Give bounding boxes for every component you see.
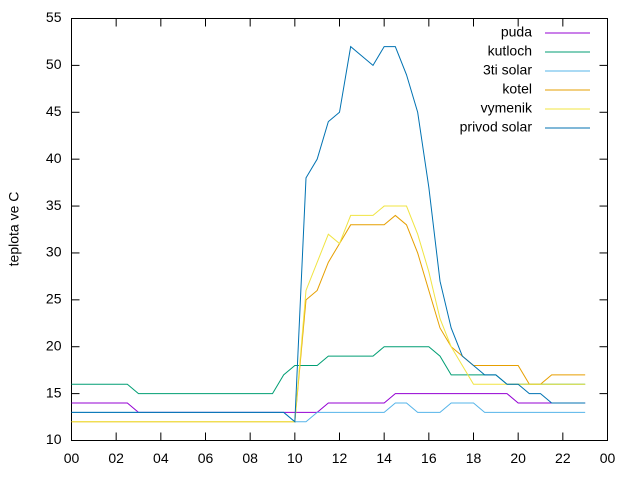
series-line	[71, 45, 586, 423]
legend-label: puda	[501, 24, 532, 40]
legend-label: kotel	[502, 81, 532, 97]
x-tick-label: 04	[153, 450, 169, 466]
x-tick-label: 00	[600, 450, 616, 466]
legend-label: vymenik	[481, 100, 533, 116]
y-tick-label: 35	[46, 197, 62, 213]
y-tick-label: 15	[46, 384, 62, 400]
x-tick-label: 14	[376, 450, 392, 466]
legend-label: privod solar	[460, 119, 533, 135]
x-tick-label: 00	[64, 450, 80, 466]
legend-label: 3ti solar	[483, 62, 532, 78]
x-tick-label: 10	[287, 450, 303, 466]
x-tick-label: 18	[466, 450, 482, 466]
x-tick-label: 08	[242, 450, 258, 466]
x-tick-label: 16	[421, 450, 437, 466]
legend-label: kutloch	[488, 43, 532, 59]
y-tick-label: 55	[46, 9, 62, 25]
x-tick-label: 02	[108, 450, 124, 466]
x-tick-label: 20	[510, 450, 526, 466]
y-tick-label: 40	[46, 150, 62, 166]
y-tick-label: 20	[46, 337, 62, 353]
y-tick-label: 45	[46, 103, 62, 119]
series-line	[71, 205, 586, 423]
x-tick-label: 22	[555, 450, 571, 466]
y-tick-label: 30	[46, 244, 62, 260]
x-tick-label: 06	[198, 450, 214, 466]
y-tick-label: 25	[46, 291, 62, 307]
y-tick-label: 10	[46, 431, 62, 447]
x-tick-label: 12	[332, 450, 348, 466]
y-axis-label: teplota ve C	[6, 192, 22, 267]
y-tick-label: 50	[46, 56, 62, 72]
